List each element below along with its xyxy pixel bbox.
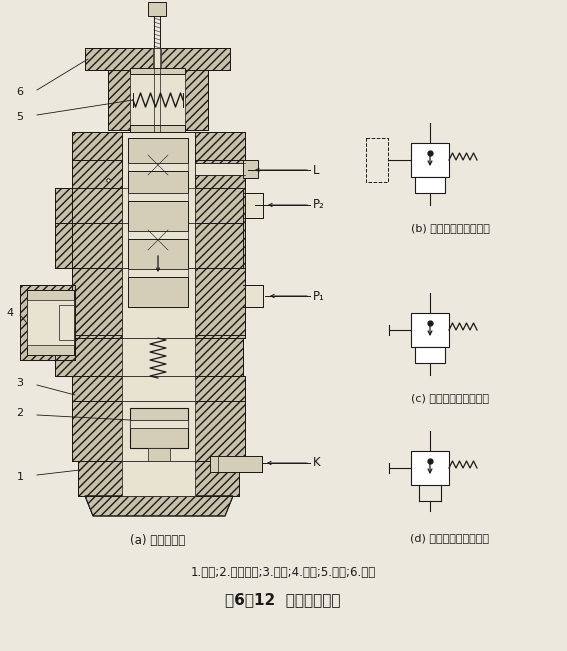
Text: 3: 3 xyxy=(16,378,23,388)
Text: P₁: P₁ xyxy=(313,290,325,303)
Text: 5: 5 xyxy=(16,112,23,122)
Bar xyxy=(128,239,188,269)
Text: P₂: P₂ xyxy=(313,199,325,212)
Bar xyxy=(85,48,230,70)
Bar xyxy=(130,70,185,130)
Bar xyxy=(128,269,188,277)
Text: 4: 4 xyxy=(6,308,14,318)
Bar xyxy=(195,160,245,335)
Bar xyxy=(243,160,258,178)
Bar xyxy=(122,461,195,496)
Bar xyxy=(72,160,122,335)
Bar xyxy=(128,163,188,171)
Bar xyxy=(415,177,445,193)
Bar xyxy=(148,448,170,461)
Bar xyxy=(411,451,449,485)
Bar xyxy=(72,376,245,401)
Bar xyxy=(415,347,445,363)
Bar xyxy=(27,290,74,355)
Bar xyxy=(108,70,208,130)
Bar xyxy=(148,2,166,16)
Bar xyxy=(122,268,195,338)
Text: (d) 外控内泄式图形符号: (d) 外控内泄式图形符号 xyxy=(411,533,489,543)
Bar xyxy=(122,376,195,401)
Bar xyxy=(130,68,185,74)
Bar xyxy=(195,163,250,175)
Bar xyxy=(128,201,188,231)
Bar xyxy=(72,132,245,160)
Bar xyxy=(85,48,230,70)
Bar xyxy=(72,401,245,461)
Bar xyxy=(153,48,161,70)
Bar xyxy=(72,160,122,335)
Bar xyxy=(128,171,188,193)
Bar xyxy=(27,290,74,355)
Bar xyxy=(122,223,195,268)
Bar xyxy=(195,160,245,335)
Bar xyxy=(72,132,245,160)
Text: 图6－12  直动式顺序阀: 图6－12 直动式顺序阀 xyxy=(225,592,341,607)
Bar xyxy=(366,138,388,182)
Text: 1: 1 xyxy=(16,472,23,482)
Bar xyxy=(128,277,188,307)
Text: (b) 内控外泄式图形符号: (b) 内控外泄式图形符号 xyxy=(411,223,489,233)
Polygon shape xyxy=(85,496,233,516)
Bar xyxy=(108,70,208,130)
Bar xyxy=(245,193,263,218)
Bar xyxy=(128,138,188,163)
Bar xyxy=(210,456,262,472)
Bar xyxy=(59,305,74,340)
Bar xyxy=(78,461,239,496)
Bar xyxy=(245,285,263,307)
Bar xyxy=(411,143,449,177)
Text: 2: 2 xyxy=(16,408,24,418)
Bar xyxy=(122,401,195,461)
Bar xyxy=(72,401,245,461)
Bar xyxy=(72,268,245,338)
Bar xyxy=(128,193,188,201)
Bar xyxy=(20,285,75,360)
Bar xyxy=(128,188,188,268)
Text: (c) 外控外泄式图形符号: (c) 外控外泄式图形符号 xyxy=(411,393,489,403)
Bar xyxy=(128,231,188,239)
Bar xyxy=(122,132,195,337)
Bar xyxy=(55,188,243,223)
Bar xyxy=(72,376,245,401)
Text: 6: 6 xyxy=(16,87,23,97)
Text: 1.下盖;2.控制活塞;3.阀体;4.阀芯;5.弹簧;6.上盖: 1.下盖;2.控制活塞;3.阀体;4.阀芯;5.弹簧;6.上盖 xyxy=(191,566,375,579)
Bar xyxy=(130,125,185,132)
Bar xyxy=(55,338,243,376)
Text: L: L xyxy=(313,163,319,176)
Bar xyxy=(55,188,243,223)
Bar xyxy=(78,461,239,496)
Bar xyxy=(20,285,75,360)
Bar xyxy=(55,223,243,268)
Bar xyxy=(130,420,188,428)
Bar xyxy=(55,223,243,268)
Bar xyxy=(122,338,195,376)
Text: K: K xyxy=(313,456,320,469)
Bar xyxy=(130,408,188,448)
Text: (a) 结构原理图: (a) 结构原理图 xyxy=(130,534,185,546)
Bar xyxy=(72,268,245,338)
Bar xyxy=(55,338,243,376)
Bar xyxy=(122,188,195,223)
Bar xyxy=(411,313,449,347)
Bar xyxy=(27,300,74,345)
